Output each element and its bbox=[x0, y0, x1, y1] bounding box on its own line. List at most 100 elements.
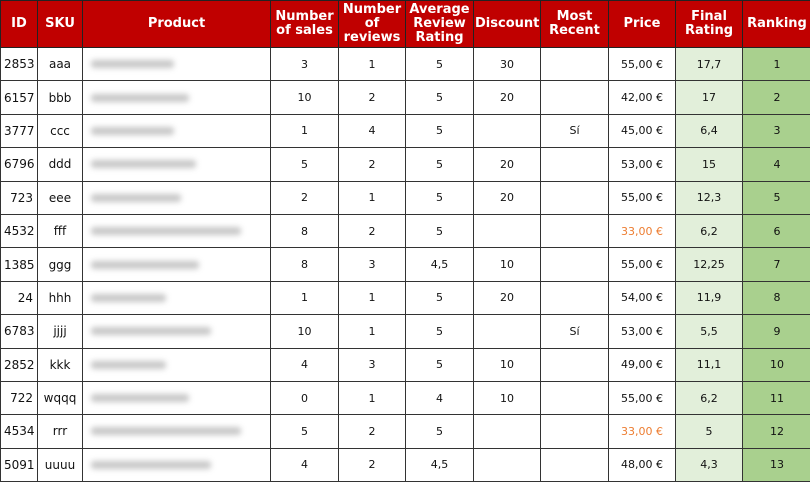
cell-final-rating[interactable]: 11,9 bbox=[676, 281, 743, 314]
cell-price[interactable]: 42,00 € bbox=[609, 81, 676, 114]
cell-id[interactable]: 1385 bbox=[1, 248, 38, 281]
cell-price[interactable]: 54,00 € bbox=[609, 281, 676, 314]
cell-discount[interactable] bbox=[474, 214, 541, 247]
cell-price[interactable]: 55,00 € bbox=[609, 381, 676, 414]
cell-product[interactable] bbox=[83, 315, 271, 348]
cell-product[interactable] bbox=[83, 148, 271, 181]
cell-id[interactable]: 722 bbox=[1, 381, 38, 414]
cell-sku[interactable]: ddd bbox=[38, 148, 83, 181]
cell-most-recent[interactable] bbox=[541, 415, 609, 448]
cell-most-recent[interactable] bbox=[541, 281, 609, 314]
header-final-rating[interactable]: Final Rating bbox=[676, 1, 743, 48]
cell-price[interactable]: 33,00 € bbox=[609, 415, 676, 448]
cell-avg-rating[interactable]: 5 bbox=[406, 148, 474, 181]
cell-avg-rating[interactable]: 5 bbox=[406, 214, 474, 247]
cell-final-rating[interactable]: 6,2 bbox=[676, 214, 743, 247]
cell-product[interactable] bbox=[83, 81, 271, 114]
cell-product[interactable] bbox=[83, 348, 271, 381]
cell-sku[interactable]: ccc bbox=[38, 114, 83, 147]
header-product[interactable]: Product bbox=[83, 1, 271, 48]
cell-id[interactable]: 2853 bbox=[1, 48, 38, 81]
cell-most-recent[interactable] bbox=[541, 181, 609, 214]
cell-price[interactable]: 33,00 € bbox=[609, 214, 676, 247]
cell-sku[interactable]: uuuu bbox=[38, 448, 83, 481]
cell-avg-rating[interactable]: 5 bbox=[406, 114, 474, 147]
cell-id[interactable]: 6783 bbox=[1, 315, 38, 348]
cell-discount[interactable]: 20 bbox=[474, 148, 541, 181]
cell-product[interactable] bbox=[83, 48, 271, 81]
header-sku[interactable]: SKU bbox=[38, 1, 83, 48]
cell-reviews[interactable]: 1 bbox=[339, 281, 406, 314]
cell-most-recent[interactable] bbox=[541, 214, 609, 247]
cell-product[interactable] bbox=[83, 114, 271, 147]
cell-id[interactable]: 6157 bbox=[1, 81, 38, 114]
cell-discount[interactable]: 10 bbox=[474, 381, 541, 414]
cell-price[interactable]: 55,00 € bbox=[609, 48, 676, 81]
cell-final-rating[interactable]: 12,3 bbox=[676, 181, 743, 214]
cell-sales[interactable]: 1 bbox=[271, 281, 339, 314]
cell-ranking[interactable]: 2 bbox=[743, 81, 810, 114]
cell-product[interactable] bbox=[83, 248, 271, 281]
cell-avg-rating[interactable]: 4 bbox=[406, 381, 474, 414]
cell-final-rating[interactable]: 17 bbox=[676, 81, 743, 114]
cell-product[interactable] bbox=[83, 381, 271, 414]
header-discount[interactable]: Discount bbox=[474, 1, 541, 48]
cell-ranking[interactable]: 8 bbox=[743, 281, 810, 314]
cell-sales[interactable]: 5 bbox=[271, 148, 339, 181]
cell-sales[interactable]: 0 bbox=[271, 381, 339, 414]
cell-final-rating[interactable]: 6,4 bbox=[676, 114, 743, 147]
cell-avg-rating[interactable]: 5 bbox=[406, 415, 474, 448]
cell-reviews[interactable]: 2 bbox=[339, 448, 406, 481]
cell-reviews[interactable]: 1 bbox=[339, 381, 406, 414]
cell-ranking[interactable]: 12 bbox=[743, 415, 810, 448]
cell-price[interactable]: 55,00 € bbox=[609, 181, 676, 214]
cell-sales[interactable]: 4 bbox=[271, 348, 339, 381]
cell-final-rating[interactable]: 12,25 bbox=[676, 248, 743, 281]
cell-price[interactable]: 53,00 € bbox=[609, 148, 676, 181]
cell-reviews[interactable]: 2 bbox=[339, 81, 406, 114]
cell-reviews[interactable]: 1 bbox=[339, 181, 406, 214]
cell-id[interactable]: 4532 bbox=[1, 214, 38, 247]
cell-final-rating[interactable]: 4,3 bbox=[676, 448, 743, 481]
cell-ranking[interactable]: 3 bbox=[743, 114, 810, 147]
cell-discount[interactable] bbox=[474, 315, 541, 348]
cell-reviews[interactable]: 2 bbox=[339, 415, 406, 448]
header-ranking[interactable]: Ranking bbox=[743, 1, 810, 48]
cell-avg-rating[interactable]: 4,5 bbox=[406, 448, 474, 481]
header-avg-rating[interactable]: Average Review Rating bbox=[406, 1, 474, 48]
cell-id[interactable]: 723 bbox=[1, 181, 38, 214]
cell-avg-rating[interactable]: 4,5 bbox=[406, 248, 474, 281]
cell-sales[interactable]: 2 bbox=[271, 181, 339, 214]
cell-product[interactable] bbox=[83, 448, 271, 481]
cell-ranking[interactable]: 9 bbox=[743, 315, 810, 348]
cell-id[interactable]: 2852 bbox=[1, 348, 38, 381]
cell-avg-rating[interactable]: 5 bbox=[406, 81, 474, 114]
cell-sku[interactable]: hhh bbox=[38, 281, 83, 314]
cell-product[interactable] bbox=[83, 181, 271, 214]
cell-sku[interactable]: wqqq bbox=[38, 381, 83, 414]
header-reviews[interactable]: Number of reviews bbox=[339, 1, 406, 48]
cell-final-rating[interactable]: 5 bbox=[676, 415, 743, 448]
cell-discount[interactable]: 30 bbox=[474, 48, 541, 81]
cell-avg-rating[interactable]: 5 bbox=[406, 348, 474, 381]
cell-sku[interactable]: aaa bbox=[38, 48, 83, 81]
cell-price[interactable]: 48,00 € bbox=[609, 448, 676, 481]
cell-most-recent[interactable] bbox=[541, 148, 609, 181]
cell-sku[interactable]: kkk bbox=[38, 348, 83, 381]
cell-sku[interactable]: eee bbox=[38, 181, 83, 214]
cell-id[interactable]: 5091 bbox=[1, 448, 38, 481]
cell-product[interactable] bbox=[83, 281, 271, 314]
cell-reviews[interactable]: 3 bbox=[339, 248, 406, 281]
cell-price[interactable]: 55,00 € bbox=[609, 248, 676, 281]
cell-sku[interactable]: jjjj bbox=[38, 315, 83, 348]
cell-sku[interactable]: fff bbox=[38, 214, 83, 247]
cell-ranking[interactable]: 7 bbox=[743, 248, 810, 281]
cell-product[interactable] bbox=[83, 415, 271, 448]
cell-ranking[interactable]: 13 bbox=[743, 448, 810, 481]
cell-price[interactable]: 49,00 € bbox=[609, 348, 676, 381]
header-most-recent[interactable]: Most Recent bbox=[541, 1, 609, 48]
cell-discount[interactable]: 10 bbox=[474, 348, 541, 381]
cell-sales[interactable]: 5 bbox=[271, 415, 339, 448]
cell-final-rating[interactable]: 15 bbox=[676, 148, 743, 181]
header-price[interactable]: Price bbox=[609, 1, 676, 48]
